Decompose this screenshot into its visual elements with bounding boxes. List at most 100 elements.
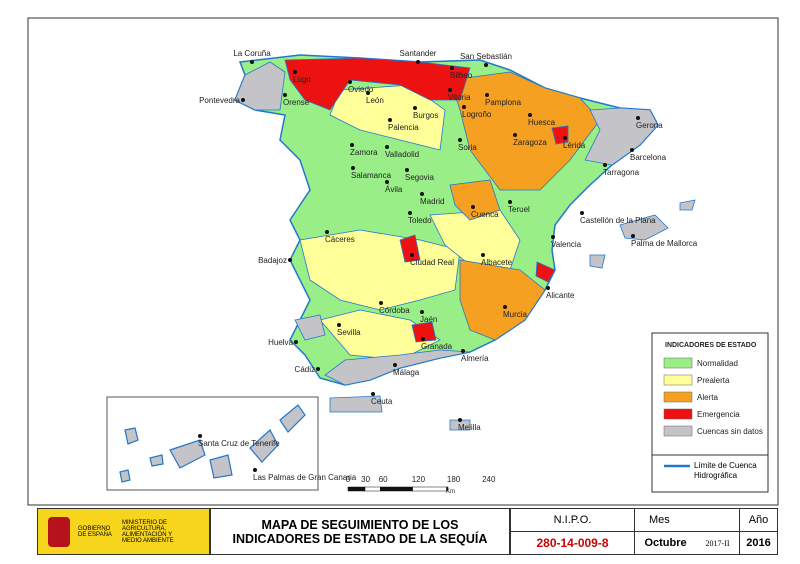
canary-inset [106,396,319,491]
city-dot [636,116,640,120]
legend-label: Prealerta [697,376,730,385]
scale-bar [364,486,381,492]
city-dot [241,98,245,102]
month-box: Octubre 2017-II [634,531,740,555]
city-dot [388,118,392,122]
city-dot [393,363,397,367]
city-label: Madrid [420,197,444,206]
city-dot [462,105,466,109]
city-label: Tarragona [603,168,640,177]
legend-swatch [663,391,693,403]
scale-tick-label: 0 [346,475,351,484]
city-dot [413,106,417,110]
city-dot [448,88,452,92]
city-label: Palencia [388,123,419,132]
city-label: Gerona [636,121,663,130]
nipo: 280-14-009-8 [510,531,635,555]
year: 2016 [739,531,778,555]
city-dot [351,166,355,170]
city-label: San Sebastián [460,52,512,61]
city-label: Huelva [268,338,293,347]
city-label: Murcia [503,310,528,319]
city-dot [408,211,412,215]
city-label: Bilbao [450,71,473,80]
city-label: Málaga [393,368,420,377]
city-label: Cuenca [471,210,499,219]
city-dot [350,143,354,147]
scale-bar [412,486,447,492]
city-label: Teruel [508,205,530,214]
month: Octubre [644,537,687,549]
city-label: Sevilla [337,328,361,337]
city-label: Burgos [413,111,438,120]
city-label: Vitoria [448,93,471,102]
drought-zones [234,57,696,431]
city-dot [508,200,512,204]
city-label: Ciudad Real [410,258,454,267]
city-label: Alicante [546,291,575,300]
city-dot [528,113,532,117]
city-dot [513,133,517,137]
city-dot [198,434,202,438]
city-label: Melilla [458,423,481,432]
basin-line-label: Límite de Cuenca Hidrográfica [694,461,757,480]
city-dot [325,230,329,234]
month-label: Mes [634,508,740,532]
city-dot [379,301,383,305]
legend-swatch [663,425,693,437]
legend-label: Alerta [697,393,718,402]
city-label: Orense [283,98,310,107]
scale-bar [380,486,413,492]
city-dot [294,340,298,344]
city-dot [458,138,462,142]
title-box: MAPA DE SEGUIMIENTO DE LOS INDICADORES D… [210,508,510,555]
city-dot [385,180,389,184]
city-dot [484,63,488,67]
city-label: Barcelona [630,153,667,162]
city-label: Toledo [408,216,432,225]
city-dot [410,253,414,257]
legend-label: Emergencia [697,410,740,419]
city-label: Segovia [405,173,434,182]
city-label: Huesca [528,118,556,127]
map-title: MAPA DE SEGUIMIENTO DE LOS INDICADORES D… [232,517,488,546]
city-dot [420,310,424,314]
city-label: La Coruña [233,49,271,58]
city-dot [546,286,550,290]
city-label: Pamplona [485,98,522,107]
city-dot [420,192,424,196]
city-dot [371,392,375,396]
city-dot [580,211,584,215]
city-dot [551,235,555,239]
city-dot [405,168,409,172]
city-dot [250,60,254,64]
legend-swatch [663,357,693,369]
scale-unit: Km [446,489,455,495]
scale-tick-label: 120 [412,475,426,484]
legend-swatch [663,374,693,386]
city-label: Granada [421,342,453,351]
city-dot [366,91,370,95]
city-dot [461,349,465,353]
logo-box: GOBIERNO DE ESPAÑA MINISTERIO DE AGRICUL… [37,508,210,555]
legend-swatch [663,408,693,420]
city-dot [316,367,320,371]
legend-label: Normalidad [697,359,738,368]
city-label: Soria [458,143,477,152]
city-label: Santa Cruz de Tenerife [198,439,280,448]
city-label: Salamanca [351,171,392,180]
city-dot [450,66,454,70]
city-dot [471,205,475,209]
scale-bar [347,486,366,492]
city-dot [348,80,352,84]
city-label: Albacete [481,258,513,267]
city-label: Lugo [293,75,311,84]
year-label: Año [739,508,778,532]
city-label: Badajoz [258,256,287,265]
city-label: Cádiz [295,365,315,374]
city-label: Córdoba [379,306,410,315]
edition: 2017-II [705,538,730,548]
city-label: Las Palmas de Gran Canaria [253,473,357,482]
